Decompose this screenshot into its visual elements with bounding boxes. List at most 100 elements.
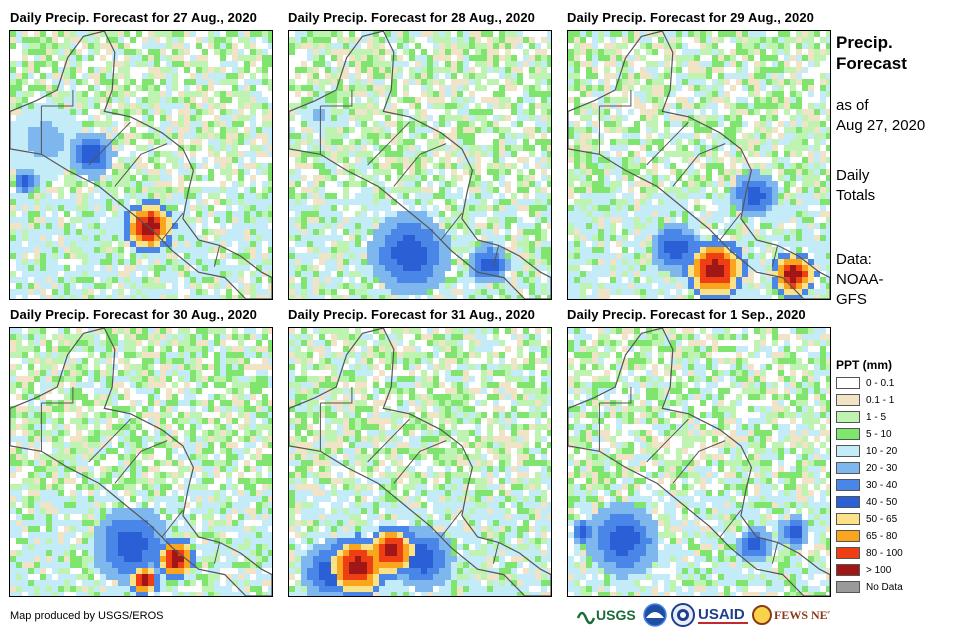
country-border <box>771 542 779 564</box>
panel-title-5: Daily Precip. Forecast for 31 Aug., 2020 <box>288 307 536 322</box>
panel-title-4: Daily Precip. Forecast for 30 Aug., 2020 <box>10 307 258 322</box>
legend-swatch <box>836 513 860 525</box>
country-border <box>41 387 74 404</box>
legend-label: 20 - 30 <box>866 463 898 474</box>
legend-label: 5 - 10 <box>866 429 892 440</box>
coastline <box>289 31 551 299</box>
sidebar-title: Precip. Forecast <box>836 32 907 74</box>
coastline <box>568 328 830 596</box>
sidebar-data-line1: Data: <box>836 251 872 268</box>
country-border <box>599 387 632 404</box>
sidebar-asof: as of Aug 27, 2020 <box>836 96 925 136</box>
country-border <box>646 418 689 463</box>
country-border <box>213 542 221 564</box>
legend-swatch <box>836 411 860 423</box>
country-border <box>41 90 74 107</box>
map-panel-6 <box>567 327 831 597</box>
sidebar-title-line2: Forecast <box>836 54 907 73</box>
logo-strip: USGS USAID FEWS NET <box>576 602 836 628</box>
credit-text: Map produced by USGS/EROS <box>10 610 164 622</box>
legend-swatch <box>836 479 860 491</box>
precip-field <box>568 328 830 596</box>
legend-swatch <box>836 530 860 542</box>
country-border <box>320 387 353 404</box>
coastline <box>10 328 272 596</box>
country-border <box>646 121 689 166</box>
legend-label: 0.1 - 1 <box>866 395 895 406</box>
legend-swatch <box>836 564 860 576</box>
legend-swatch <box>836 496 860 508</box>
panel-title-6: Daily Precip. Forecast for 1 Sep., 2020 <box>567 307 806 322</box>
country-border <box>367 121 410 166</box>
legend-label: 80 - 100 <box>866 548 903 559</box>
legend-label: 40 - 50 <box>866 497 898 508</box>
country-border <box>599 90 632 107</box>
legend-label: 50 - 65 <box>866 514 898 525</box>
legend-title: PPT (mm) <box>836 358 893 372</box>
legend-swatch <box>836 462 860 474</box>
sidebar-data-source: Data: NOAA- GFS <box>836 250 884 310</box>
country-border <box>440 509 463 538</box>
legend-label: 0 - 0.1 <box>866 378 895 389</box>
fewsnet-logo: FEWS NET <box>752 602 836 628</box>
legend-swatch <box>836 428 860 440</box>
legend-swatch <box>836 445 860 457</box>
country-border <box>393 440 447 484</box>
legend-swatch <box>836 547 860 559</box>
country-border <box>672 143 726 187</box>
sidebar-asof-line2: Aug 27, 2020 <box>836 117 926 134</box>
coastline <box>568 31 830 299</box>
map-panel-2 <box>288 30 552 300</box>
legend-label: 30 - 40 <box>866 480 898 491</box>
country-border <box>161 509 184 538</box>
legend-swatch <box>836 394 860 406</box>
usgs-logo: USGS <box>576 602 638 628</box>
sidebar-title-line1: Precip. <box>836 33 893 52</box>
panel-title-2: Daily Precip. Forecast for 28 Aug., 2020 <box>288 10 536 25</box>
precip-field <box>10 31 272 299</box>
sidebar-totals-line2: Totals <box>836 187 876 204</box>
coastline <box>289 328 551 596</box>
country-border <box>719 212 742 241</box>
map-panel-1 <box>9 30 273 300</box>
country-border <box>213 245 221 267</box>
legend-label: 1 - 5 <box>866 412 887 423</box>
legend-label: > 100 <box>866 565 892 576</box>
country-border <box>492 245 500 267</box>
sidebar-data-line3: GFS <box>836 291 867 308</box>
panel-title-1: Daily Precip. Forecast for 27 Aug., 2020 <box>10 10 258 25</box>
country-border <box>114 440 168 484</box>
country-border <box>320 90 353 107</box>
map-panel-3 <box>567 30 831 300</box>
country-border <box>672 440 726 484</box>
legend-swatch <box>836 377 860 389</box>
country-border <box>161 212 184 241</box>
legend-label: 10 - 20 <box>866 446 898 457</box>
panel-title-3: Daily Precip. Forecast for 29 Aug., 2020 <box>567 10 815 25</box>
precip-field <box>289 31 551 299</box>
usaid-seal-icon <box>670 602 696 628</box>
country-border <box>88 418 131 463</box>
country-border <box>88 121 131 166</box>
legend-label: 65 - 80 <box>866 531 898 542</box>
sidebar-data-line2: NOAA- <box>836 271 884 288</box>
country-border <box>440 212 463 241</box>
map-panel-5 <box>288 327 552 597</box>
map-panel-4 <box>9 327 273 597</box>
coastline <box>10 31 272 299</box>
noaa-logo <box>642 602 668 628</box>
country-border <box>771 245 779 267</box>
country-border <box>719 509 742 538</box>
usaid-logo: USAID <box>698 602 750 628</box>
country-border <box>367 418 410 463</box>
legend-label: No Data <box>866 582 903 593</box>
sidebar-asof-line1: as of <box>836 97 869 114</box>
precip-field <box>568 31 830 299</box>
country-border <box>114 143 168 187</box>
country-border <box>492 542 500 564</box>
precip-field <box>10 328 272 596</box>
country-border <box>393 143 447 187</box>
legend-swatch <box>836 581 860 593</box>
sidebar-totals: Daily Totals <box>836 166 875 206</box>
sidebar-totals-line1: Daily <box>836 167 870 184</box>
